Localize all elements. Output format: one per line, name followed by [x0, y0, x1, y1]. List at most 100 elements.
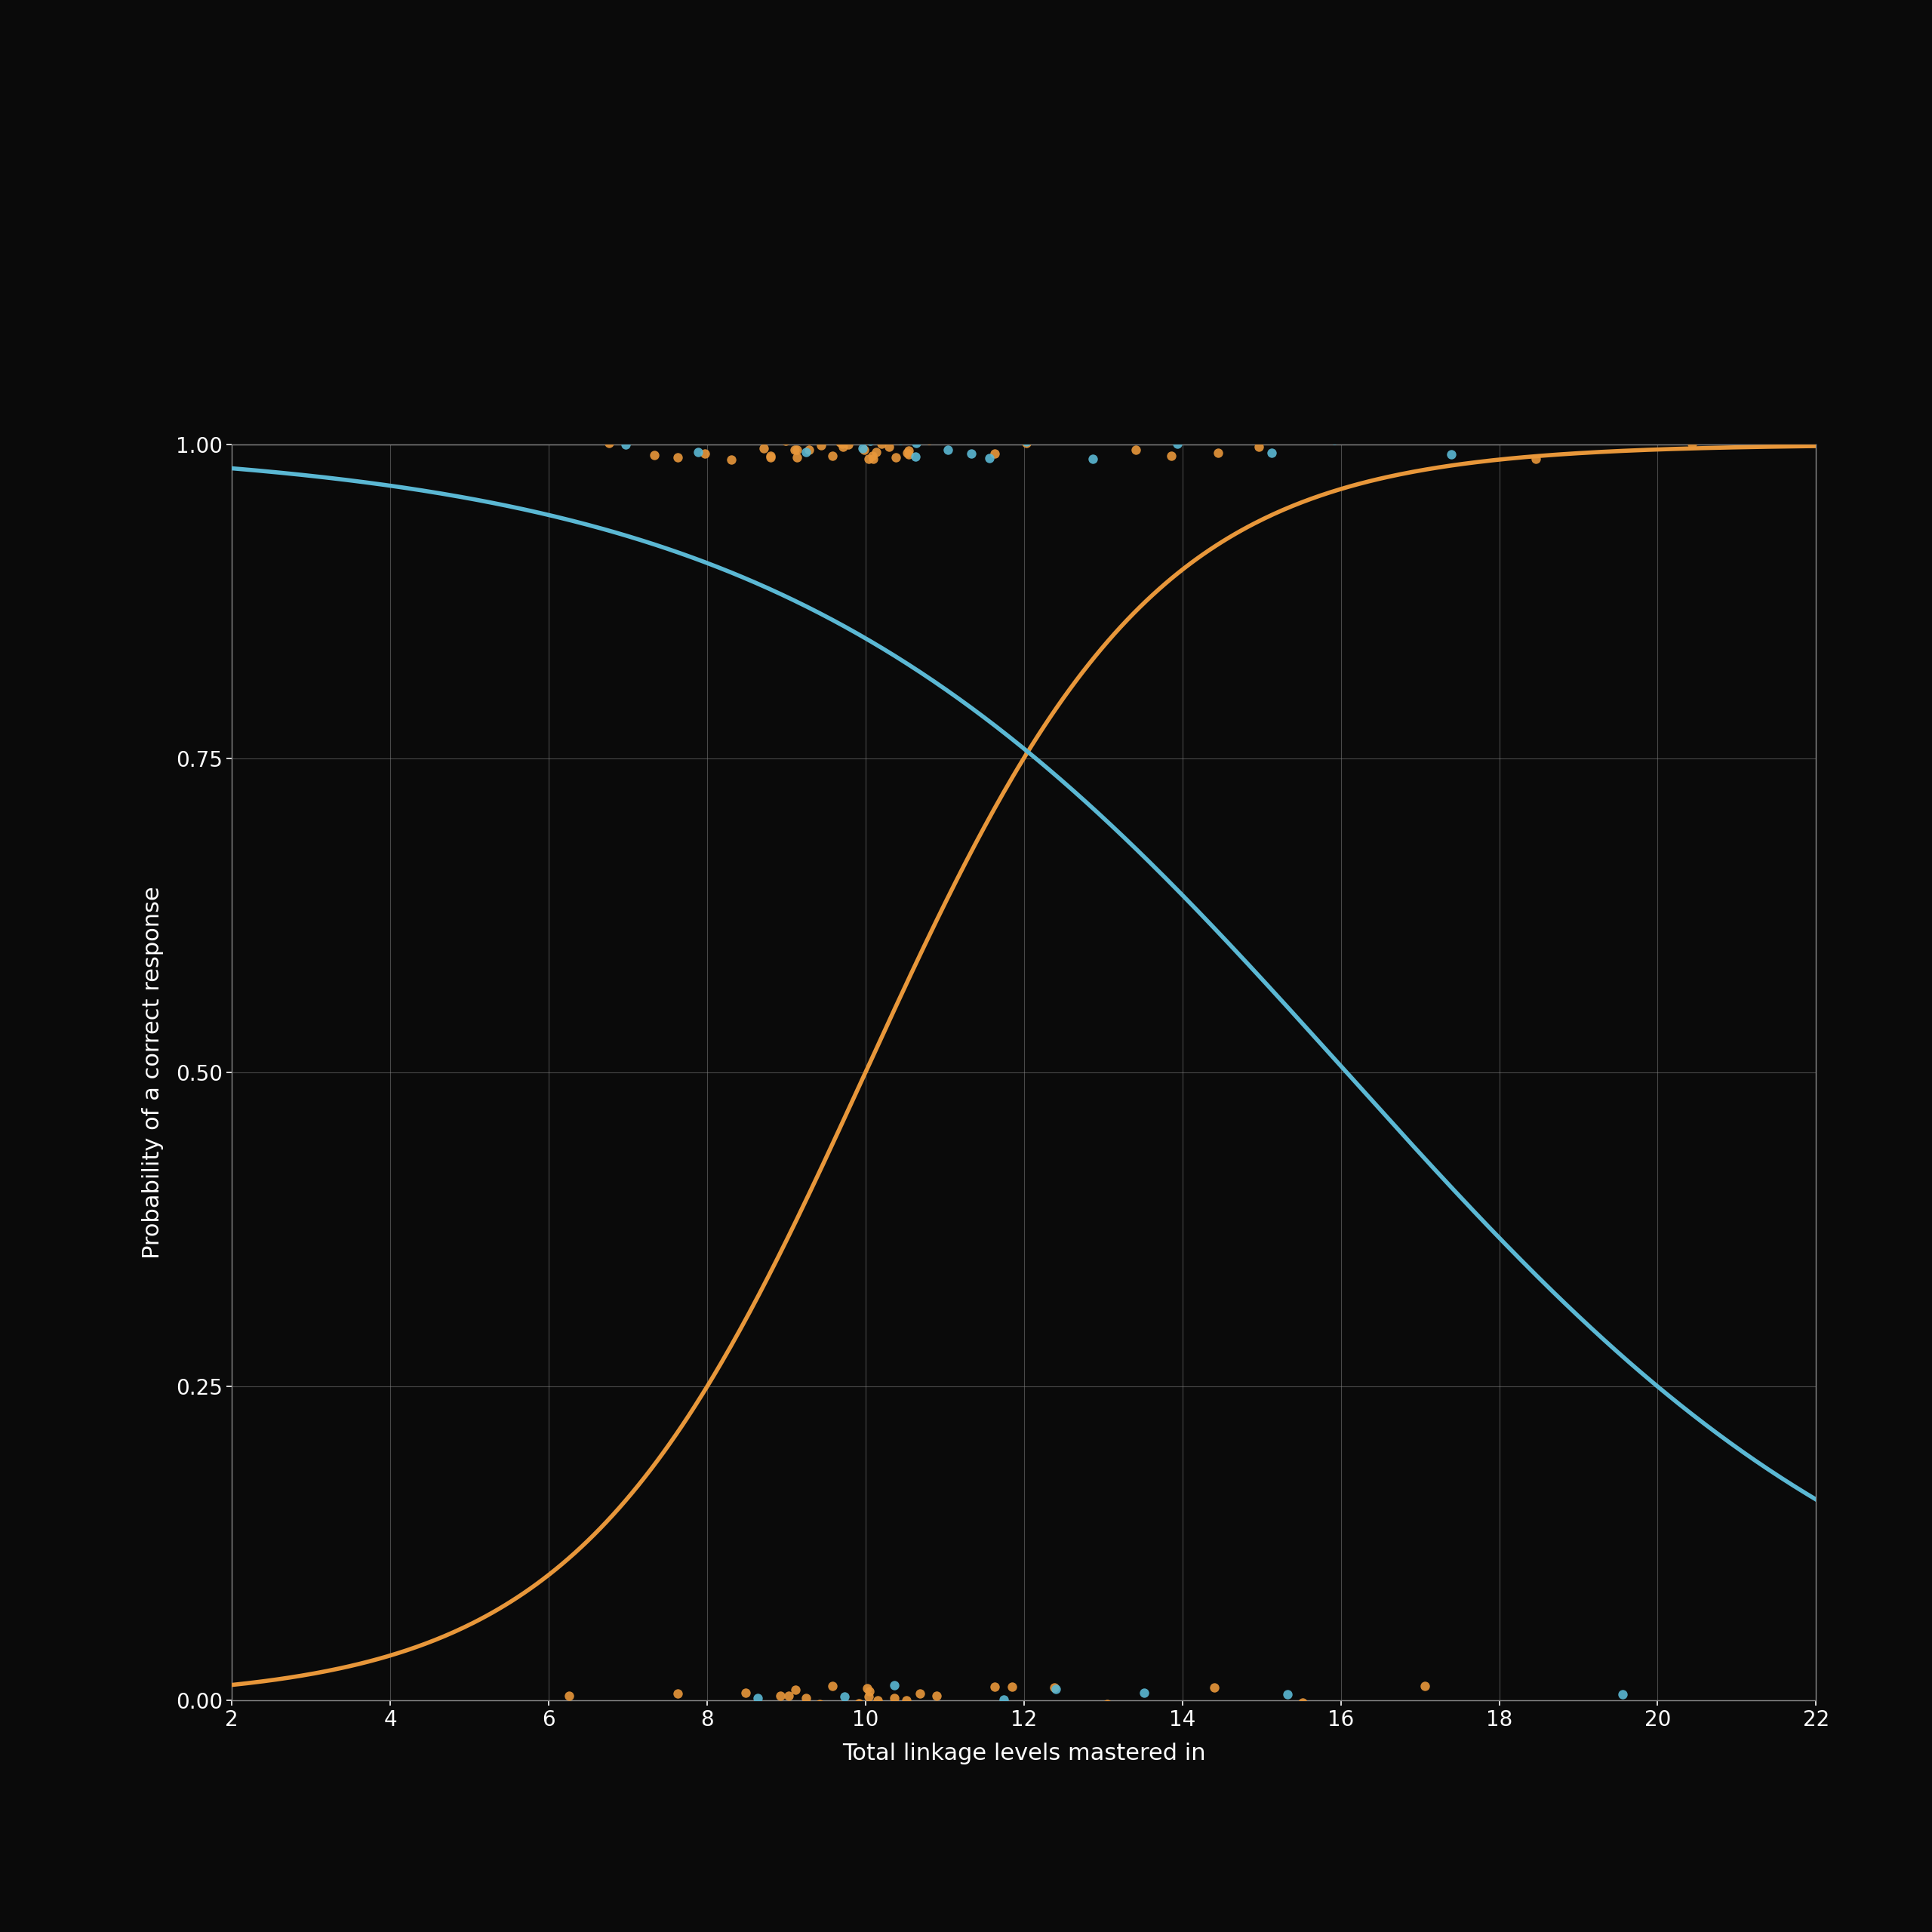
Point	[862, 437, 893, 468]
Point	[1435, 439, 1466, 469]
Point	[1076, 444, 1107, 475]
Point	[663, 442, 694, 473]
Point	[1092, 1689, 1122, 1719]
Point	[879, 1669, 910, 1700]
Point	[1121, 435, 1151, 466]
Point	[663, 1679, 694, 1710]
Point	[684, 1692, 715, 1723]
Point	[1010, 427, 1041, 458]
Point	[908, 1690, 939, 1721]
Point	[750, 421, 781, 452]
Point	[815, 421, 846, 452]
Point	[819, 421, 850, 452]
Point	[593, 427, 624, 458]
Point	[771, 425, 802, 456]
Point	[848, 435, 879, 466]
X-axis label: Total linkage levels mastered in: Total linkage levels mastered in	[842, 1743, 1206, 1764]
Point	[989, 1685, 1020, 1716]
Point	[827, 429, 858, 460]
Point	[794, 425, 825, 456]
Point	[593, 1692, 624, 1723]
Point	[811, 1692, 842, 1723]
Point	[755, 440, 786, 471]
Point	[852, 1673, 883, 1704]
Point	[721, 421, 752, 452]
Point	[873, 431, 904, 462]
Point	[1320, 425, 1350, 456]
Point	[1155, 440, 1186, 471]
Point	[690, 439, 721, 469]
Point	[952, 419, 983, 450]
Point	[719, 419, 750, 450]
Point	[763, 417, 794, 448]
Point	[829, 1681, 860, 1712]
Point	[1049, 423, 1080, 454]
Point	[1607, 1679, 1638, 1710]
Point	[649, 419, 680, 450]
Point	[554, 1681, 585, 1712]
Point	[937, 1696, 968, 1727]
Point	[914, 425, 945, 456]
Point	[997, 1671, 1028, 1702]
Point	[748, 433, 779, 464]
Point	[962, 1694, 993, 1725]
Point	[879, 442, 910, 473]
Point	[858, 442, 889, 473]
Point	[773, 1681, 804, 1712]
Point	[904, 1679, 935, 1710]
Point	[941, 417, 972, 448]
Point	[802, 1696, 833, 1727]
Point	[885, 425, 916, 456]
Point	[854, 1675, 885, 1706]
Point	[1198, 1671, 1229, 1702]
Point	[1059, 419, 1090, 450]
Point	[825, 427, 856, 458]
Point	[867, 421, 898, 452]
Point	[1161, 429, 1192, 460]
Point	[742, 1683, 773, 1714]
Point	[1244, 431, 1275, 462]
Point	[781, 421, 811, 452]
Point	[1412, 417, 1443, 448]
Point	[956, 439, 987, 469]
Point	[900, 427, 931, 458]
Point	[1010, 427, 1041, 458]
Point	[817, 1671, 848, 1702]
Point	[804, 1689, 835, 1719]
Point	[933, 435, 964, 466]
Point	[730, 1677, 761, 1708]
Point	[914, 419, 945, 450]
Point	[790, 437, 821, 468]
Point	[811, 1692, 842, 1723]
Point	[782, 435, 813, 466]
Point	[866, 429, 896, 460]
Point	[864, 417, 895, 448]
Point	[893, 435, 923, 466]
Point	[796, 1696, 827, 1727]
Point	[808, 423, 838, 454]
Point	[858, 440, 889, 471]
Point	[1202, 437, 1233, 468]
Point	[781, 1675, 811, 1706]
Point	[850, 425, 881, 456]
Point	[852, 442, 883, 473]
Point	[829, 431, 860, 462]
Point	[846, 433, 877, 464]
Point	[728, 423, 759, 454]
Point	[781, 442, 811, 473]
Point	[1003, 417, 1034, 448]
Point	[728, 423, 759, 454]
Point	[645, 413, 676, 444]
Point	[893, 439, 923, 469]
Point	[879, 1683, 910, 1714]
Y-axis label: Probability of a correct response: Probability of a correct response	[141, 887, 164, 1258]
Point	[1039, 1673, 1070, 1704]
Point	[1128, 1677, 1159, 1708]
Point	[1287, 1687, 1318, 1718]
Point	[891, 437, 922, 468]
Point	[717, 444, 748, 475]
Point	[765, 1681, 796, 1712]
Point	[1677, 429, 1708, 460]
Point	[790, 1683, 821, 1714]
Point	[711, 1690, 742, 1721]
